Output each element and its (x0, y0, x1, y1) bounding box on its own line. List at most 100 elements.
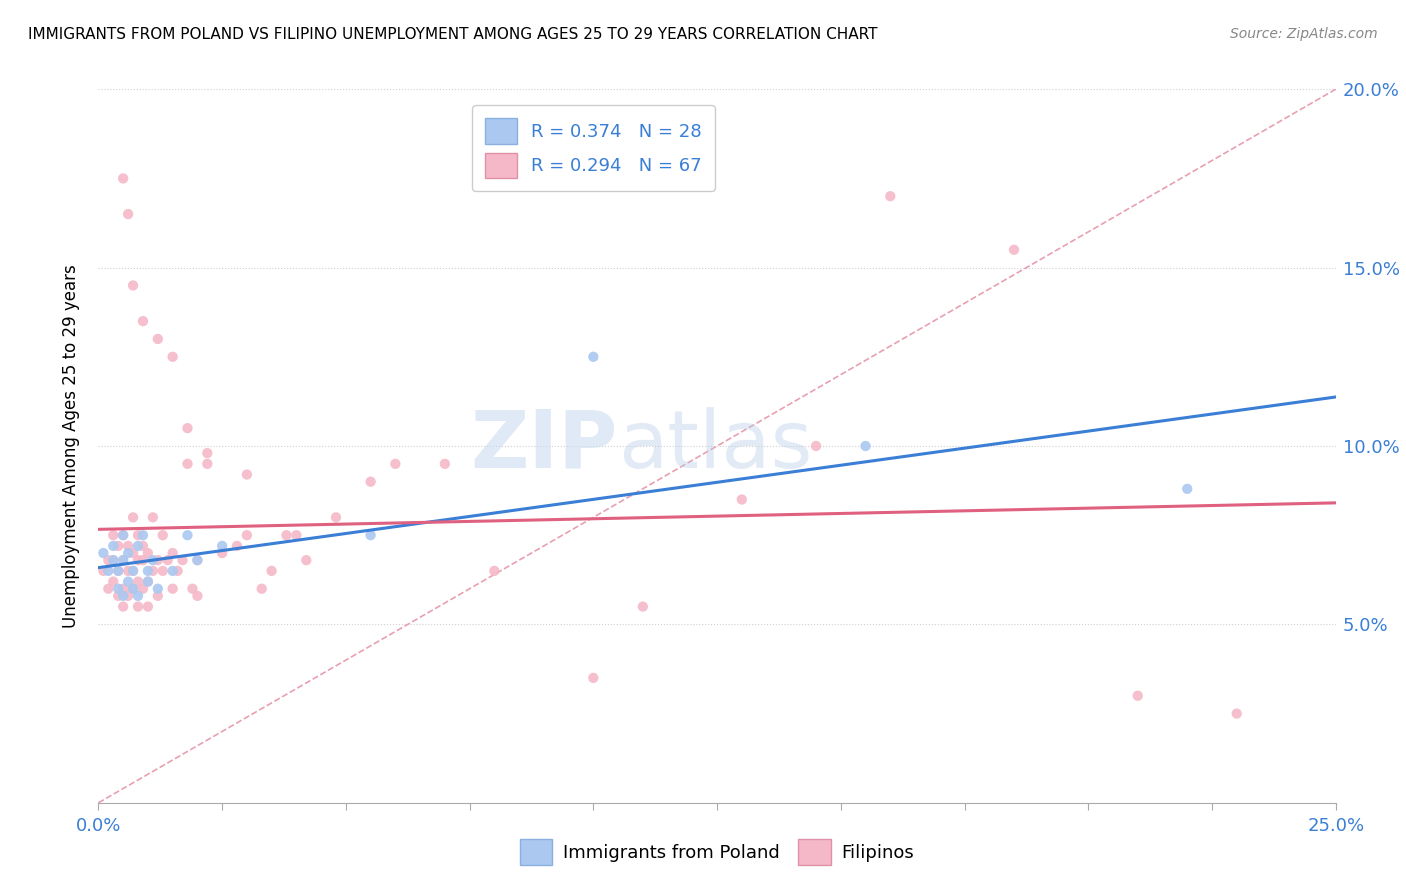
Point (112, 528, 135, 542)
Point (127, 574, 149, 589)
Point (103, 574, 125, 589)
Text: IMMIGRANTS FROM POLAND VS FILIPINO UNEMPLOYMENT AMONG AGES 25 TO 29 YEARS CORREL: IMMIGRANTS FROM POLAND VS FILIPINO UNEMP… (28, 27, 877, 42)
Point (103, 539, 125, 553)
Point (107, 582, 129, 596)
Point (103, 553, 125, 567)
Point (176, 421, 198, 435)
Point (107, 564, 129, 578)
Point (117, 546, 139, 560)
Point (186, 553, 208, 567)
Point (162, 546, 184, 560)
Point (112, 553, 135, 567)
Point (211, 539, 233, 553)
Point (1002, 243, 1025, 257)
Point (142, 510, 165, 524)
Point (433, 457, 456, 471)
Point (132, 553, 155, 567)
Point (122, 278, 145, 293)
Point (146, 582, 169, 596)
Point (879, 189, 901, 203)
Point (112, 582, 135, 596)
Point (93, 564, 115, 578)
Point (127, 553, 149, 567)
Point (136, 546, 159, 560)
Point (97, 553, 120, 567)
Point (384, 457, 406, 471)
Point (112, 528, 135, 542)
Point (276, 528, 298, 542)
Point (132, 539, 155, 553)
Point (136, 599, 159, 614)
Point (325, 510, 347, 524)
Point (162, 582, 184, 596)
Point (484, 564, 506, 578)
Point (582, 671, 605, 685)
Text: Source: ZipAtlas.com: Source: ZipAtlas.com (1230, 27, 1378, 41)
Point (285, 528, 308, 542)
Point (142, 564, 165, 578)
Text: ZIP: ZIP (471, 407, 619, 485)
Point (162, 350, 184, 364)
Point (186, 589, 208, 603)
Point (112, 599, 135, 614)
Point (1175, 482, 1198, 496)
Point (631, 599, 654, 614)
Point (132, 314, 155, 328)
Y-axis label: Unemployment Among Ages 25 to 29 years: Unemployment Among Ages 25 to 29 years (62, 264, 80, 628)
Point (181, 582, 204, 596)
Point (107, 589, 129, 603)
Point (236, 528, 259, 542)
Point (127, 589, 149, 603)
Point (226, 539, 249, 553)
Point (93, 546, 115, 560)
Point (152, 564, 174, 578)
Point (804, 439, 827, 453)
Point (186, 553, 208, 567)
Text: atlas: atlas (619, 407, 813, 485)
Point (127, 528, 149, 542)
Point (103, 528, 125, 542)
Point (107, 539, 129, 553)
Point (132, 582, 155, 596)
Point (136, 574, 159, 589)
Point (122, 510, 145, 524)
Point (136, 574, 159, 589)
Point (97, 564, 120, 578)
Point (1126, 689, 1149, 703)
Point (172, 553, 194, 567)
Point (146, 332, 169, 346)
Point (250, 582, 273, 596)
Point (1226, 706, 1249, 721)
Point (211, 546, 233, 560)
Point (117, 539, 139, 553)
Point (166, 564, 188, 578)
Point (117, 574, 139, 589)
Point (122, 564, 145, 578)
Point (117, 207, 139, 221)
Point (855, 439, 877, 453)
Point (156, 553, 179, 567)
Point (176, 457, 198, 471)
Point (142, 553, 165, 567)
Legend: Immigrants from Poland, Filipinos: Immigrants from Poland, Filipinos (513, 832, 921, 872)
Point (117, 589, 139, 603)
Point (152, 528, 174, 542)
Point (127, 539, 149, 553)
Point (162, 564, 184, 578)
Point (127, 599, 149, 614)
Point (117, 564, 139, 578)
Point (146, 553, 169, 567)
Point (236, 467, 259, 482)
Point (97, 582, 120, 596)
Point (122, 546, 145, 560)
Point (107, 564, 129, 578)
Point (112, 589, 135, 603)
Point (260, 564, 283, 578)
Point (176, 528, 198, 542)
Point (195, 446, 218, 460)
Point (136, 564, 159, 578)
Point (360, 475, 382, 489)
Point (103, 553, 125, 567)
Point (295, 553, 318, 567)
Point (360, 528, 382, 542)
